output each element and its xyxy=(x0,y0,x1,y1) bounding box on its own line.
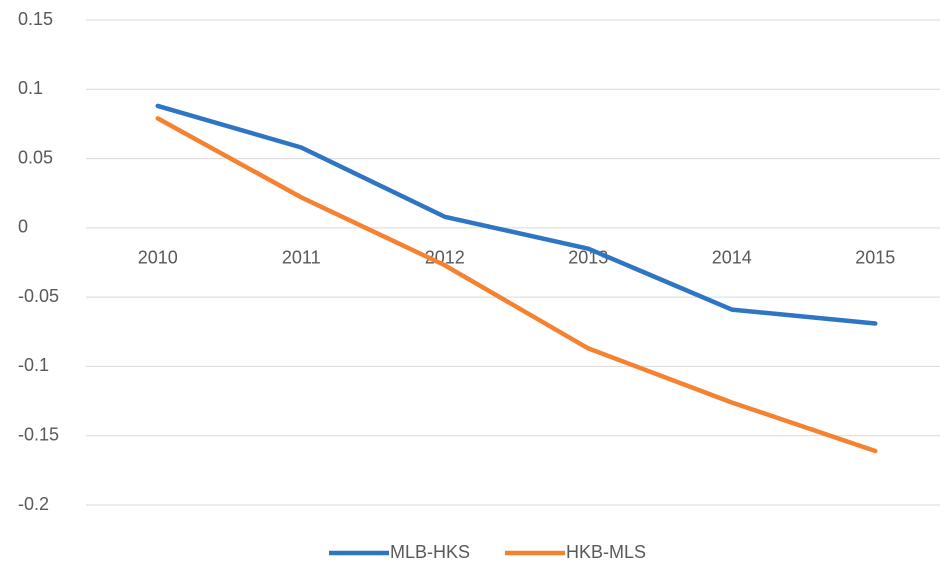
series-line xyxy=(155,116,878,454)
y-tick-label: -0.1 xyxy=(18,355,49,375)
x-tick-label: 2010 xyxy=(138,248,178,268)
y-tick-label: -0.05 xyxy=(18,286,59,306)
x-tick-label: 2015 xyxy=(855,248,895,268)
x-tick-label: 2011 xyxy=(282,248,321,268)
y-tick-label: -0.2 xyxy=(18,494,49,514)
legend-label: MLB-HKS xyxy=(390,542,470,562)
y-tick-label: 0.05 xyxy=(18,147,53,167)
y-tick-label: 0.1 xyxy=(18,78,43,98)
y-tick-label: 0.15 xyxy=(18,9,53,29)
legend-label: HKB-MLS xyxy=(566,542,646,562)
x-tick-label: 2014 xyxy=(712,248,752,268)
series-line xyxy=(155,103,878,326)
y-tick-label: 0 xyxy=(18,217,28,237)
y-tick-label: -0.15 xyxy=(18,424,59,444)
